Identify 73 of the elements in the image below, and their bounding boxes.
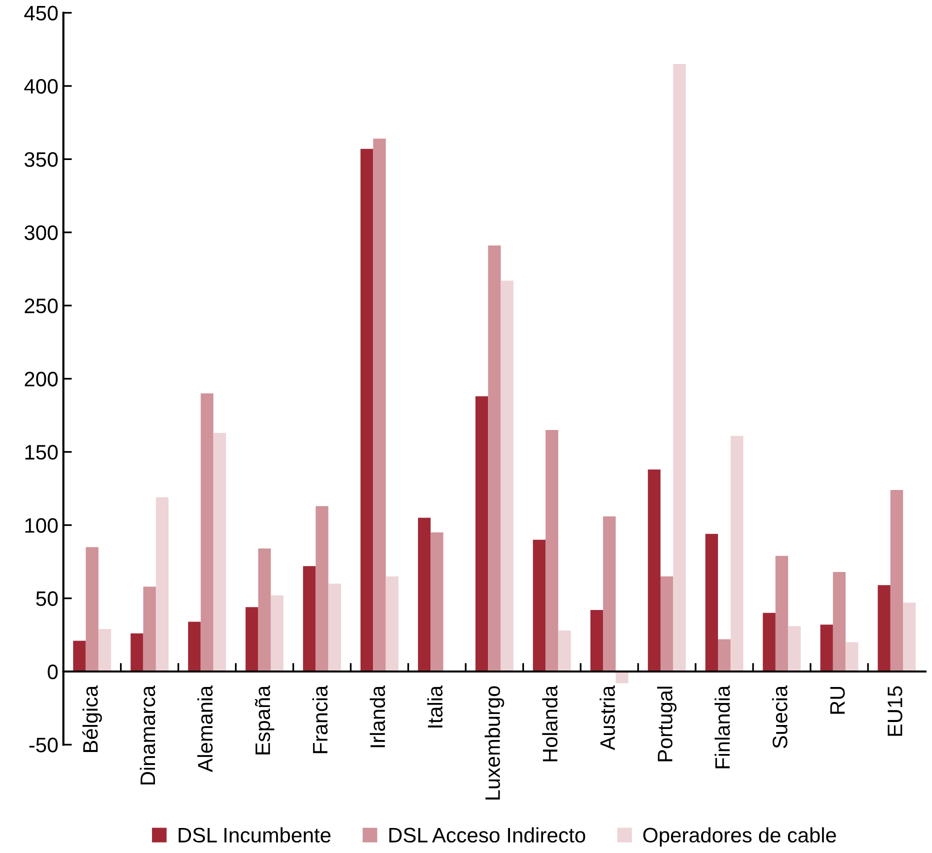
- bar: [730, 436, 744, 672]
- bar: [213, 432, 226, 672]
- bar: [430, 532, 444, 672]
- x-tick-label: Suecia: [772, 685, 788, 748]
- bar: [603, 516, 616, 672]
- y-tick-label: 350: [24, 152, 58, 167]
- y-tick-label: 300: [24, 225, 58, 240]
- y-tick-label: 50: [36, 591, 58, 606]
- bar: [705, 534, 718, 672]
- bar: [832, 572, 846, 672]
- bar: [488, 246, 501, 672]
- y-tick-label: 0: [48, 664, 58, 680]
- bar: [616, 671, 628, 684]
- bar: [762, 612, 776, 672]
- x-tick-label: Italia: [427, 685, 443, 728]
- y-tick-label: 450: [24, 6, 58, 21]
- y-tick-label: -50: [29, 738, 58, 752]
- bar: [500, 280, 514, 672]
- bar: [316, 506, 328, 672]
- bar: [270, 595, 284, 672]
- bar: [475, 396, 488, 672]
- x-tick-label: Portugal: [657, 686, 677, 762]
- legend-label: DSL Acceso Indirecto: [389, 827, 586, 843]
- bar: [188, 622, 201, 672]
- y-tick-label: 100: [25, 518, 58, 533]
- x-tick-label: EU15: [888, 686, 902, 736]
- bar: [143, 586, 156, 672]
- x-tick-label: España: [254, 685, 274, 754]
- legend-label: Operadores de cable: [643, 827, 836, 847]
- bar: [846, 642, 858, 672]
- y-tick-label: 150: [25, 444, 58, 460]
- bar: [890, 490, 904, 672]
- x-tick-label: Luxemburgo: [484, 686, 504, 800]
- bar: [718, 639, 731, 672]
- legend-label: DSL Incumbente: [178, 827, 330, 843]
- bar: [775, 556, 788, 672]
- bar: [156, 497, 169, 672]
- bar: [648, 469, 661, 672]
- bar: [258, 548, 271, 672]
- bar: [660, 576, 674, 672]
- bar: [200, 393, 214, 672]
- bar: [558, 630, 571, 672]
- bar: [328, 584, 341, 672]
- bar: [878, 585, 890, 672]
- bar: [546, 430, 558, 672]
- bar: [373, 138, 386, 672]
- bar: [73, 640, 86, 672]
- bar: [303, 566, 316, 672]
- y-tick-label: 200: [24, 372, 58, 386]
- y-tick-label: 400: [24, 78, 58, 94]
- x-tick-label: Francia: [312, 685, 328, 754]
- x-tick-label: Finlandia: [714, 685, 730, 768]
- bar: [903, 602, 916, 672]
- bar: [360, 148, 374, 672]
- bar: [673, 64, 686, 672]
- x-tick-label: Dinamarca: [140, 685, 156, 784]
- bar: [788, 626, 801, 672]
- bar: [246, 607, 258, 672]
- x-tick-label: Austria: [600, 685, 615, 750]
- bar: [86, 547, 98, 672]
- x-tick-label: Irlanda: [370, 685, 386, 748]
- bar: [130, 633, 144, 672]
- bar: [820, 624, 833, 672]
- bar: [386, 576, 398, 672]
- x-tick-label: RU: [830, 686, 845, 714]
- x-tick-label: Alemania: [197, 685, 213, 772]
- bar: [590, 610, 604, 672]
- bar: [98, 629, 112, 672]
- bar: [418, 518, 431, 672]
- bar: [532, 540, 546, 672]
- x-tick-label: Holanda: [542, 685, 558, 762]
- x-tick-label: Bélgica: [82, 685, 102, 752]
- y-tick-label: 250: [24, 298, 58, 314]
